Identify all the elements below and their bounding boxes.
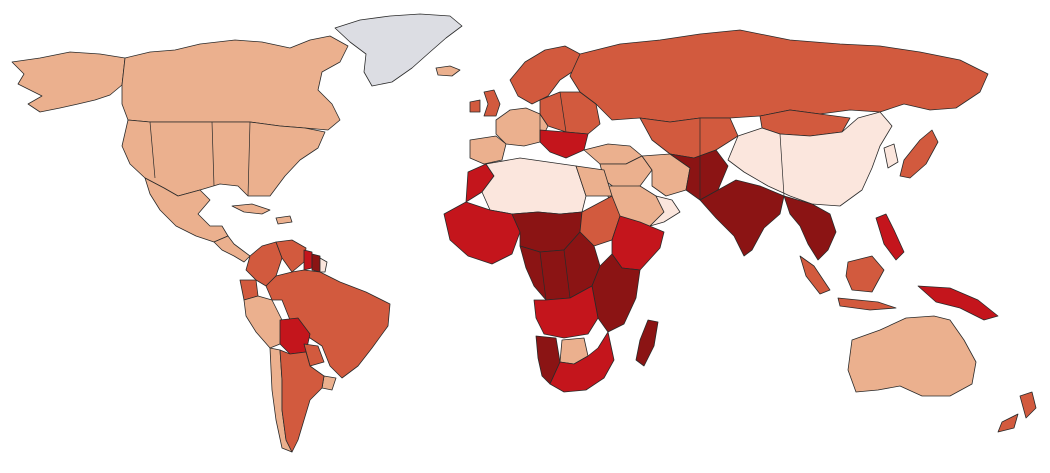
region-greenland <box>334 13 463 87</box>
region-ireland <box>469 99 481 113</box>
region-japan <box>899 129 939 179</box>
region-australia <box>847 315 977 397</box>
region-madagascar <box>635 319 659 367</box>
region-caribbean <box>231 203 293 225</box>
border-lines <box>149 91 785 301</box>
region-central-asia <box>639 117 739 159</box>
region-papua <box>917 285 999 321</box>
region-india <box>699 179 785 257</box>
region-angola-zambia <box>533 285 599 339</box>
region-mexico <box>144 177 229 243</box>
region-east-africa <box>591 253 641 333</box>
region-guyana <box>303 249 313 271</box>
region-west-africa <box>443 201 521 265</box>
region-brazil <box>265 269 391 379</box>
region-southeast-asia <box>783 195 837 261</box>
region-malaysia-indonesia <box>799 255 897 311</box>
region-iceland <box>435 65 461 77</box>
region-argentina <box>279 349 325 453</box>
region-south-africa <box>549 331 615 393</box>
region-new-zealand <box>997 391 1037 433</box>
region-iberia <box>469 135 507 165</box>
region-philippines <box>875 213 905 261</box>
region-oman-uae <box>649 195 681 227</box>
region-eastern-europe <box>539 91 601 135</box>
region-russia <box>569 29 989 123</box>
region-uk <box>483 89 501 117</box>
region-china <box>727 111 893 207</box>
region-korea <box>883 143 899 169</box>
region-alaska <box>11 51 126 113</box>
region-suriname <box>311 253 321 273</box>
region-french-guiana <box>319 257 328 273</box>
region-balkans <box>539 129 589 159</box>
region-north-africa <box>481 157 587 215</box>
